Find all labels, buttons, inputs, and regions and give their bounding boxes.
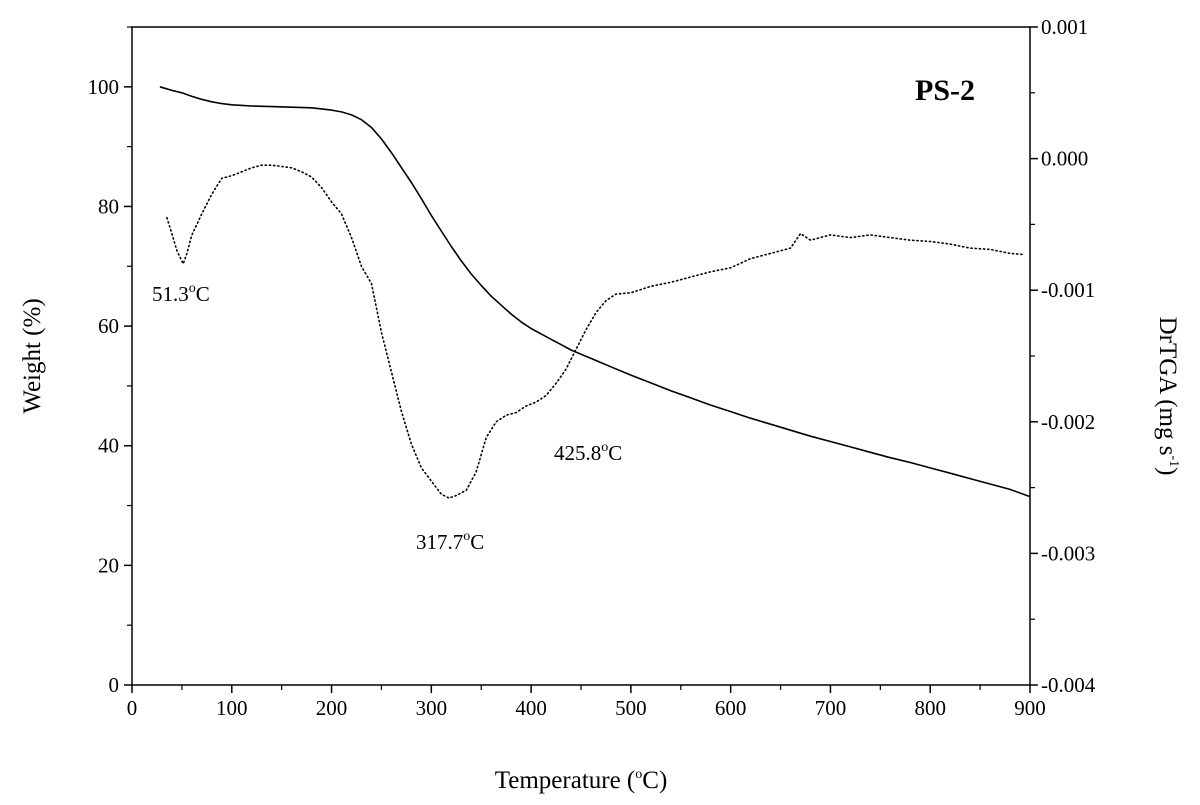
annotation-peak-3: 425.8oC	[554, 440, 622, 465]
series-layer	[159, 86, 1031, 499]
annotation-peak-2: 317.7oC	[416, 529, 484, 554]
y-left-tick-label: 100	[88, 75, 120, 99]
annotation-peak-1: 51.3oC	[152, 281, 210, 306]
x-tick-label: 500	[615, 696, 647, 720]
panel-label: PS-2	[915, 74, 975, 107]
y-left-tick-label: 20	[98, 553, 119, 577]
x-tick-label: 100	[216, 696, 248, 720]
x-tick-label: 400	[515, 696, 547, 720]
axis-ticks: 0 100 200 300 400 500 600 700 800 900 0 20 40 60 80 100…	[88, 15, 1096, 720]
x-tick-label: 300	[416, 696, 448, 720]
y-right-tick-label: -0.003	[1041, 541, 1095, 565]
x-tick-label: 700	[815, 696, 847, 720]
y-left-tick-label: 80	[98, 194, 119, 218]
y-left-tick-label: 0	[109, 673, 120, 697]
y-right-tick-label: 0.000	[1041, 147, 1088, 171]
y-right-tick-label: -0.001	[1041, 278, 1095, 302]
x-tick-label: 200	[316, 696, 348, 720]
y-right-tick-label: -0.004	[1041, 673, 1096, 697]
x-tick-label: 600	[715, 696, 747, 720]
weight-series-line	[159, 86, 1031, 498]
y-axis-left-title: Weight (%)	[19, 298, 46, 413]
y-right-tick-label: -0.002	[1041, 410, 1095, 434]
x-tick-label: 800	[914, 696, 946, 720]
y-left-tick-label: 40	[98, 434, 119, 458]
y-right-tick-label: 0.001	[1041, 15, 1088, 39]
drtga-series-line	[166, 164, 1026, 499]
y-axis-right-title: DrTGA (mg s-1)	[1154, 317, 1181, 476]
x-tick-label: 900	[1014, 696, 1046, 720]
plot-frame	[131, 26, 1031, 686]
y-left-tick-label: 60	[98, 314, 119, 338]
x-axis-title: Temperature (oC)	[495, 767, 668, 794]
x-tick-label: 0	[127, 696, 138, 720]
